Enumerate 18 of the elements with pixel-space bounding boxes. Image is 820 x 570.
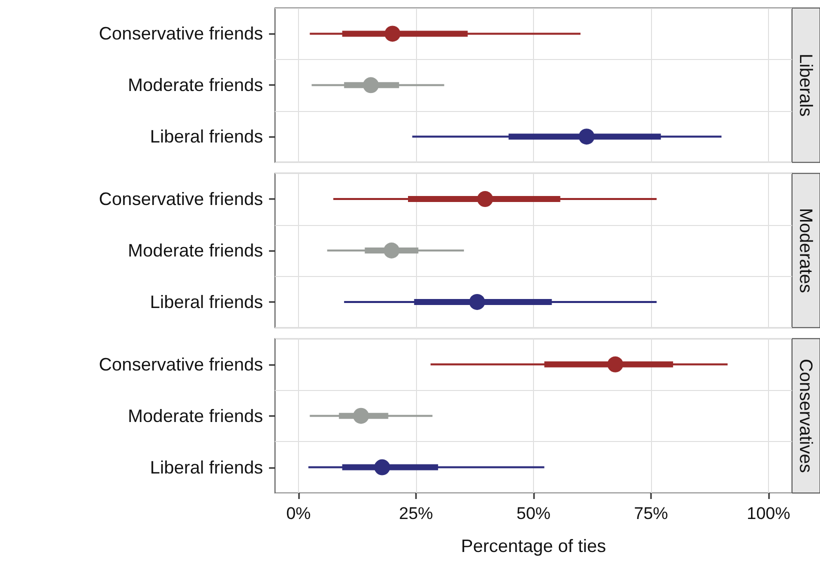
y-tick-label: Conservative friends	[98, 24, 263, 44]
y-tick-label: Conservative friends	[98, 189, 263, 210]
y-tick-label: Moderate friends	[128, 240, 263, 260]
text: Conservatives	[796, 358, 816, 473]
y-tick-label: Moderate friends	[128, 75, 263, 96]
x-axis-title: Percentage of ties	[460, 536, 606, 556]
y-tick-label: Liberal friends	[150, 292, 263, 312]
x-tick-label: 50%	[516, 504, 551, 523]
x-tick-label: 75%	[634, 504, 668, 523]
text: Moderates	[796, 208, 816, 294]
x-tick-label: 25%	[398, 504, 434, 523]
y-tick-label: Liberal friends	[150, 126, 263, 147]
x-tick-label: 0%	[286, 504, 311, 523]
x-tick-label: 100%	[746, 504, 790, 523]
text: Liberals	[796, 54, 816, 117]
y-tick-label: Conservative friends	[98, 354, 263, 374]
y-tick-label: Liberal friends	[150, 457, 263, 478]
y-tick-label: Moderate friends	[128, 406, 263, 426]
